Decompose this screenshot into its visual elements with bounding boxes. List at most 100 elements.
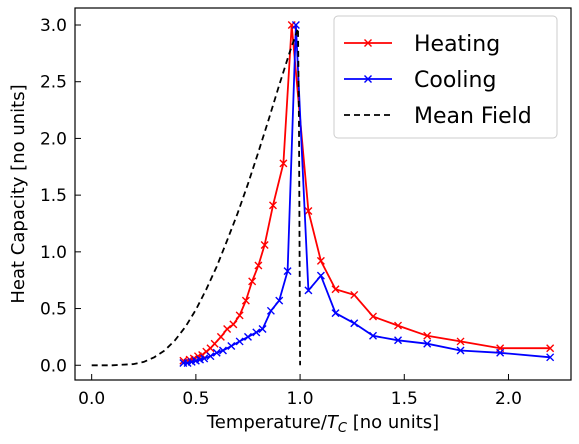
x-axis-label-suffix: [no units] — [347, 412, 439, 433]
legend-entry-cooling: Cooling — [344, 68, 496, 93]
marker-stroke — [304, 207, 313, 216]
data-point-heating — [369, 312, 378, 321]
y-tick-label: 0.0 — [40, 356, 67, 376]
x-tick-label: 0.0 — [78, 389, 105, 409]
data-point-cooling — [283, 267, 292, 276]
y-tick-label: 2.0 — [40, 129, 67, 149]
marker-stroke — [275, 296, 284, 305]
y-tick-label: 3.0 — [40, 16, 67, 36]
data-point-heating — [268, 201, 277, 210]
y-axis-label: Heat Capacity [no units] — [8, 84, 29, 303]
marker-stroke — [369, 312, 378, 321]
data-point-heating — [316, 256, 325, 265]
data-point-heating — [331, 285, 340, 294]
x-axis: 0.0 0.5 1.0 1.5 2.0 — [78, 374, 522, 409]
marker-stroke — [252, 328, 261, 337]
marker-stroke — [331, 285, 340, 294]
y-axis: 0.0 0.5 1.0 1.5 2.0 2.5 3.0 — [40, 16, 81, 376]
marker-stroke — [229, 320, 238, 329]
legend-label-heating: Heating — [414, 32, 500, 57]
data-point-cooling — [496, 348, 505, 357]
data-point-cooling — [252, 328, 261, 337]
data-point-heating — [229, 320, 238, 329]
legend-marker — [364, 39, 372, 47]
x-tick-label: 1.5 — [391, 389, 418, 409]
marker-stroke — [456, 346, 465, 355]
plot-frame — [74, 7, 572, 381]
x-axis-label-prefix: Temperature/ — [206, 412, 328, 433]
marker-stroke — [350, 319, 359, 328]
marker-stroke — [394, 321, 403, 330]
data-point-heating — [304, 207, 313, 216]
marker-stroke — [369, 331, 378, 340]
y-tick-label: 2.5 — [40, 73, 67, 93]
marker-stroke — [283, 267, 292, 276]
data-point-cooling — [423, 339, 432, 348]
marker-stroke — [268, 201, 277, 210]
data-point-cooling — [243, 332, 252, 341]
data-point-cooling — [316, 271, 325, 280]
data-point-cooling — [266, 306, 275, 315]
marker-stroke — [243, 332, 252, 341]
y-tick-label: 0.5 — [40, 300, 67, 320]
data-point-cooling — [456, 346, 465, 355]
marker-stroke — [546, 353, 555, 362]
data-point-cooling — [275, 296, 284, 305]
marker-stroke — [179, 356, 188, 365]
data-point-cooling — [350, 319, 359, 328]
marker-stroke — [216, 332, 225, 341]
marker-stroke — [423, 331, 432, 340]
data-point-cooling — [227, 341, 236, 350]
data-point-heating — [241, 296, 250, 305]
data-point-cooling — [546, 353, 555, 362]
marker-stroke — [206, 352, 215, 361]
data-point-cooling — [200, 354, 209, 363]
legend: Heating Cooling Mean Field — [333, 15, 558, 139]
series-line-cooling — [183, 24, 551, 364]
data-point-heating — [279, 159, 288, 168]
data-point-heating — [456, 337, 465, 346]
y-tick-label: 1.5 — [40, 186, 67, 206]
x-axis-label-subscript: C — [338, 421, 348, 436]
marker-stroke — [266, 306, 275, 315]
data-point-heating — [210, 339, 219, 348]
data-point-cooling — [206, 352, 215, 361]
legend-box — [333, 15, 558, 139]
data-point-heating — [546, 344, 555, 353]
data-point-heating — [350, 290, 359, 299]
data-point-cooling — [331, 309, 340, 318]
data-point-heating — [248, 277, 257, 286]
data-point-heating — [216, 332, 225, 341]
marker-stroke — [279, 159, 288, 168]
data-point-cooling — [212, 348, 221, 357]
data-point-cooling — [235, 337, 244, 346]
legend-entry-mean-field: Mean Field — [344, 104, 532, 129]
marker-stroke — [235, 337, 244, 346]
series-line-mean-field — [91, 28, 301, 367]
marker-stroke — [212, 348, 221, 357]
marker-stroke — [546, 344, 555, 353]
marker-stroke — [496, 348, 505, 357]
marker-stroke — [235, 311, 244, 320]
marker-stroke — [331, 309, 340, 318]
data-point-cooling — [394, 336, 403, 345]
marker-stroke — [291, 21, 300, 30]
marker-stroke — [350, 290, 359, 299]
marker-stroke — [227, 341, 236, 350]
data-point-heating — [423, 331, 432, 340]
data-point-heating — [254, 261, 263, 270]
x-tick-label: 2.0 — [495, 389, 522, 409]
marker-stroke — [316, 256, 325, 265]
data-point-cooling — [304, 286, 313, 295]
marker-stroke — [394, 336, 403, 345]
x-axis-label: Temperature/TC [no units] — [206, 412, 439, 436]
marker-stroke — [456, 337, 465, 346]
marker-stroke — [210, 339, 219, 348]
marker-stroke — [316, 271, 325, 280]
x-axis-label-variable: T — [327, 412, 340, 433]
y-tick-label: 1.0 — [40, 243, 67, 263]
data-point-heating — [394, 321, 403, 330]
marker-stroke — [248, 277, 257, 286]
legend-marker — [364, 75, 372, 83]
